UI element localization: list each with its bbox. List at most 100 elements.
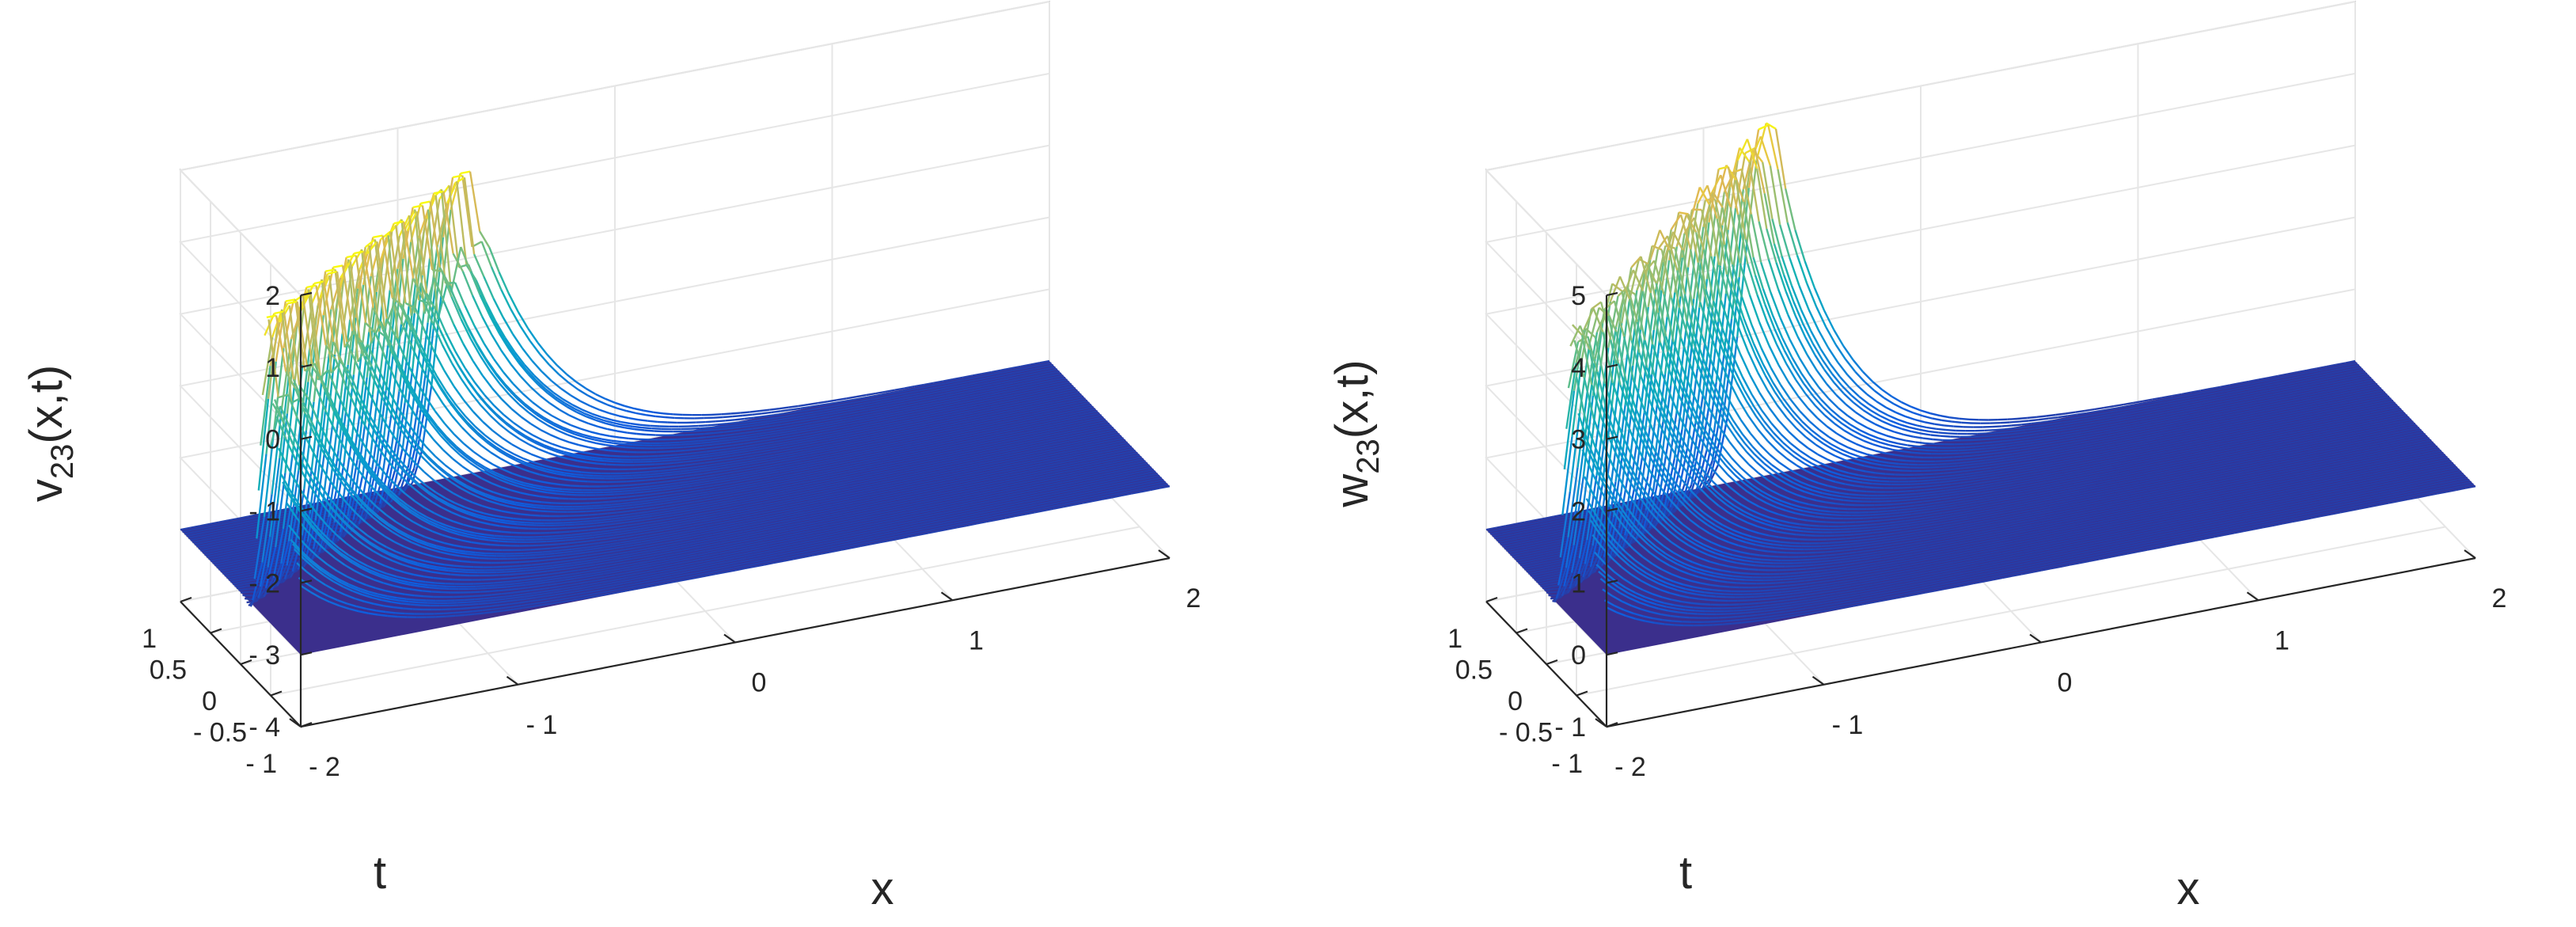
v23-mesh-segment bbox=[677, 481, 689, 484]
v23-mesh-segment bbox=[444, 564, 454, 567]
v23-mesh-segment bbox=[1099, 423, 1110, 427]
v23-mesh-segment bbox=[547, 569, 557, 572]
v23-mesh-segment bbox=[561, 519, 571, 522]
v23-mesh-segment bbox=[512, 579, 522, 583]
v23-mesh-segment bbox=[679, 440, 689, 443]
v23-mesh-segment bbox=[581, 545, 591, 549]
v23-mesh-segment bbox=[495, 583, 505, 587]
v23-mesh-segment bbox=[509, 526, 519, 530]
v23-mesh-segment bbox=[624, 492, 635, 495]
v23-mesh-segment bbox=[431, 591, 442, 594]
v23-mesh-segment bbox=[639, 500, 651, 503]
v23-mesh-segment bbox=[598, 541, 609, 545]
v23-mesh-segment bbox=[583, 474, 594, 477]
v23-mesh-segment bbox=[423, 576, 434, 579]
v23-mesh-segment bbox=[749, 409, 761, 413]
v23-mesh-segment bbox=[569, 544, 580, 548]
v23-mesh-segment bbox=[505, 519, 515, 523]
v23-mesh-segment bbox=[547, 492, 557, 495]
v23-mesh-segment bbox=[556, 492, 567, 496]
v23-mesh-segment bbox=[1085, 408, 1096, 412]
v23-mesh-segment bbox=[465, 550, 476, 554]
v23-mesh-segment bbox=[653, 474, 663, 478]
v23-mesh-segment bbox=[1041, 362, 1052, 367]
v23-mesh-segment bbox=[600, 543, 611, 547]
v23-mesh-segment bbox=[621, 440, 632, 444]
v23-mesh-segment bbox=[736, 420, 747, 424]
v23-mesh-segment bbox=[562, 488, 572, 491]
v23-mesh-segment bbox=[578, 514, 589, 517]
v23-mesh-segment bbox=[617, 450, 628, 454]
v23-mesh-segment bbox=[563, 521, 573, 524]
v23-mesh-segment bbox=[501, 591, 511, 595]
v23-mesh-segment bbox=[504, 583, 515, 586]
v23-mesh-segment bbox=[738, 423, 749, 427]
v23-mesh-segment bbox=[480, 590, 490, 593]
v23-mesh-segment bbox=[1089, 412, 1100, 416]
v23-mesh-segment bbox=[698, 453, 709, 457]
v23-mesh-segment bbox=[537, 540, 547, 543]
v23-mesh-segment bbox=[510, 511, 521, 515]
v23-mesh-segment bbox=[675, 449, 685, 453]
v23-mesh-segment bbox=[561, 534, 571, 537]
v23-mesh-segment bbox=[612, 458, 622, 461]
v23-mesh-segment bbox=[727, 421, 738, 425]
v23-mesh-segment bbox=[737, 434, 747, 438]
v23-mesh-segment bbox=[626, 495, 636, 498]
v23-mesh-segment bbox=[702, 443, 713, 447]
v23-mesh-segment bbox=[641, 488, 652, 491]
v23-mesh-segment bbox=[560, 484, 571, 487]
v23-mesh-segment bbox=[524, 521, 535, 524]
v23-mesh-segment bbox=[520, 513, 531, 516]
v23-mesh-segment bbox=[543, 485, 553, 489]
v23-mesh-segment bbox=[658, 483, 670, 487]
v23-mesh-segment bbox=[1103, 427, 1114, 431]
v23-mesh-segment bbox=[510, 591, 521, 595]
v23-mesh-segment bbox=[635, 494, 647, 497]
v23-mesh-segment bbox=[463, 545, 473, 549]
v23-mesh-segment bbox=[717, 436, 728, 440]
v23-mesh-segment bbox=[696, 450, 707, 454]
v23-mesh-segment bbox=[566, 493, 577, 496]
v23-mesh-segment bbox=[693, 473, 704, 477]
v23-mesh-segment bbox=[630, 514, 641, 518]
v23-mesh-segment bbox=[1145, 470, 1156, 475]
v23-mesh-segment bbox=[685, 477, 696, 481]
v23-mesh-segment bbox=[746, 419, 757, 423]
v23-mesh-segment bbox=[524, 503, 534, 507]
v23-mesh-segment bbox=[503, 516, 514, 520]
v23-mesh-segment bbox=[425, 581, 436, 584]
v23-mesh-segment bbox=[437, 584, 447, 587]
v23-mesh-segment bbox=[495, 537, 506, 541]
v23-mesh-segment bbox=[556, 568, 567, 572]
v23-mesh-segment bbox=[744, 416, 755, 420]
v23-mesh-segment bbox=[729, 438, 740, 442]
v23-mesh-segment bbox=[554, 489, 565, 493]
v23-mesh-segment bbox=[723, 415, 733, 419]
v23-mesh-segment bbox=[499, 525, 510, 529]
v23-mesh-segment bbox=[1068, 389, 1078, 393]
v23-mesh-segment bbox=[585, 550, 595, 554]
v23-mesh-segment bbox=[713, 431, 724, 435]
v23-mesh-segment bbox=[662, 488, 673, 492]
v23-mesh-segment bbox=[711, 467, 721, 471]
v23-mesh-segment bbox=[502, 565, 513, 568]
v23-mesh-segment bbox=[1053, 374, 1064, 379]
v23-mesh-segment bbox=[741, 439, 751, 443]
v23-surface bbox=[180, 170, 1170, 655]
v23-mesh-segment bbox=[773, 412, 783, 416]
v23-mesh-segment bbox=[630, 500, 640, 504]
v23-mesh-segment bbox=[1140, 464, 1150, 469]
v23-mesh-segment bbox=[760, 422, 770, 426]
v23-mesh-segment bbox=[545, 507, 556, 510]
v23-mesh-segment bbox=[653, 411, 664, 415]
v23-mesh-segment bbox=[690, 427, 700, 430]
v23-mesh-segment bbox=[658, 454, 669, 458]
v23-mesh-segment bbox=[549, 531, 560, 534]
v23-mesh-segment bbox=[566, 566, 576, 570]
v23-mesh-segment bbox=[541, 562, 551, 565]
v23-mesh-segment bbox=[788, 405, 799, 408]
v23-mesh-segment bbox=[756, 418, 766, 422]
v23-mesh-segment bbox=[734, 431, 745, 435]
